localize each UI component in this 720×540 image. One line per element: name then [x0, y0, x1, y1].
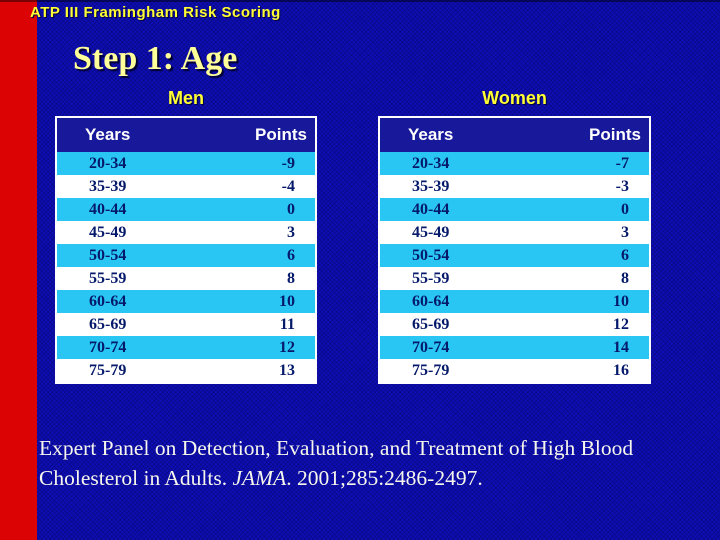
table-row: 55-59 8	[380, 267, 649, 290]
years-cell: 20-34	[412, 155, 450, 172]
citation-line1: Expert Panel on Detection, Evaluation, a…	[39, 436, 634, 460]
table-row: 35-39 -3	[380, 175, 649, 198]
points-cell: 13	[279, 362, 295, 379]
years-cell: 45-49	[412, 224, 450, 241]
women-table-body: 20-34 -7 35-39 -3 40-44 0 45-49 3 50-54 6 55-59 8 60…	[380, 152, 649, 382]
points-cell: 3	[621, 224, 629, 241]
points-cell: 10	[613, 293, 629, 310]
years-cell: 60-64	[89, 293, 127, 310]
top-edge-shadow	[0, 0, 720, 2]
points-cell: 6	[621, 247, 629, 264]
page-title: Step 1: Age	[73, 40, 238, 77]
points-cell: 12	[279, 339, 295, 356]
table-row: 50-54 6	[380, 244, 649, 267]
years-cell: 65-69	[89, 316, 127, 333]
men-table-header: Years Points	[57, 118, 315, 152]
years-cell: 70-74	[89, 339, 127, 356]
table-row: 70-74 14	[380, 336, 649, 359]
table-row: 70-74 12	[57, 336, 315, 359]
years-cell: 40-44	[412, 201, 450, 218]
points-cell: 0	[287, 201, 295, 218]
years-cell: 55-59	[89, 270, 127, 287]
table-row: 45-49 3	[57, 221, 315, 244]
years-cell: 45-49	[89, 224, 127, 241]
women-table-header: Years Points	[380, 118, 649, 152]
women-score-table: Years Points 20-34 -7 35-39 -3 40-44 0 45-49 3 5…	[378, 116, 651, 384]
citation: Expert Panel on Detection, Evaluation, a…	[39, 433, 711, 493]
citation-line2-suffix: . 2001;285:2486-2497.	[286, 466, 483, 490]
table-row: 75-79 16	[380, 359, 649, 382]
years-cell: 55-59	[412, 270, 450, 287]
points-cell: -7	[615, 155, 629, 172]
years-cell: 65-69	[412, 316, 450, 333]
years-cell: 40-44	[89, 201, 127, 218]
men-table-label: Men	[168, 88, 204, 108]
points-cell: -9	[281, 155, 295, 172]
women-table-label: Women	[482, 88, 547, 108]
slide-header: ATP III Framingham Risk Scoring	[30, 4, 281, 21]
points-cell: -4	[281, 178, 295, 195]
years-cell: 60-64	[412, 293, 450, 310]
table-row: 20-34 -9	[57, 152, 315, 175]
years-cell: 35-39	[89, 178, 127, 195]
table-row: 60-64 10	[380, 290, 649, 313]
years-cell: 75-79	[412, 362, 450, 379]
men-points-column-header: Points	[255, 125, 307, 144]
table-row: 65-69 12	[380, 313, 649, 336]
points-cell: -3	[615, 178, 629, 195]
women-points-column-header: Points	[589, 125, 641, 144]
table-row: 65-69 11	[57, 313, 315, 336]
years-cell: 20-34	[89, 155, 127, 172]
points-cell: 16	[613, 362, 629, 379]
citation-line2-text: Cholesterol in Adults.	[39, 466, 233, 490]
years-cell: 70-74	[412, 339, 450, 356]
table-row: 55-59 8	[57, 267, 315, 290]
points-cell: 8	[287, 270, 295, 287]
table-row: 45-49 3	[380, 221, 649, 244]
women-years-column-header: Years	[408, 125, 454, 144]
points-cell: 14	[613, 339, 629, 356]
points-cell: 12	[613, 316, 629, 333]
points-cell: 11	[279, 316, 295, 333]
table-row: 60-64 10	[57, 290, 315, 313]
years-cell: 50-54	[412, 247, 450, 264]
points-cell: 0	[621, 201, 629, 218]
citation-journal-name: JAMA	[232, 466, 287, 490]
men-score-table: Years Points 20-34 -9 35-39 -4 40-44 0 45-49 3 5…	[55, 116, 317, 384]
men-years-column-header: Years	[85, 125, 131, 144]
red-accent-bar	[0, 0, 37, 540]
table-row: 40-44 0	[380, 198, 649, 221]
years-cell: 75-79	[89, 362, 127, 379]
table-row: 35-39 -4	[57, 175, 315, 198]
points-cell: 6	[287, 247, 295, 264]
points-cell: 8	[621, 270, 629, 287]
men-table-body: 20-34 -9 35-39 -4 40-44 0 45-49 3 50-54 6 55-59 8 60…	[57, 152, 315, 382]
table-row: 40-44 0	[57, 198, 315, 221]
table-row: 75-79 13	[57, 359, 315, 382]
years-cell: 35-39	[412, 178, 450, 195]
points-cell: 10	[279, 293, 295, 310]
table-row: 50-54 6	[57, 244, 315, 267]
points-cell: 3	[287, 224, 295, 241]
table-row: 20-34 -7	[380, 152, 649, 175]
years-cell: 50-54	[89, 247, 127, 264]
